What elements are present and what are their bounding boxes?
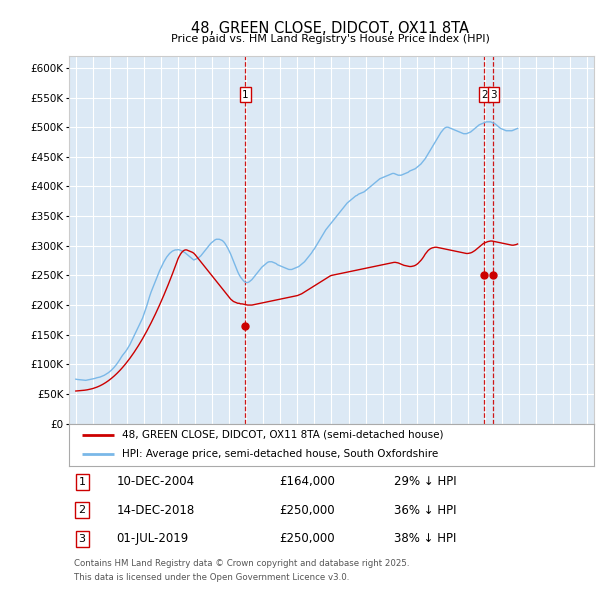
Text: 38% ↓ HPI: 38% ↓ HPI — [395, 532, 457, 545]
Text: 2: 2 — [79, 505, 86, 515]
Text: 14-DEC-2018: 14-DEC-2018 — [116, 504, 194, 517]
Text: HPI: Average price, semi-detached house, South Oxfordshire: HPI: Average price, semi-detached house,… — [121, 450, 438, 459]
Text: £250,000: £250,000 — [279, 532, 335, 545]
Text: £164,000: £164,000 — [279, 475, 335, 488]
Text: 1: 1 — [242, 90, 248, 100]
Text: 48, GREEN CLOSE, DIDCOT, OX11 8TA (semi-detached house): 48, GREEN CLOSE, DIDCOT, OX11 8TA (semi-… — [121, 430, 443, 440]
Text: This data is licensed under the Open Government Licence v3.0.: This data is licensed under the Open Gov… — [74, 573, 350, 582]
Text: £250,000: £250,000 — [279, 504, 335, 517]
Text: 01-JUL-2019: 01-JUL-2019 — [116, 532, 188, 545]
Text: 10-DEC-2004: 10-DEC-2004 — [116, 475, 194, 488]
Text: Price paid vs. HM Land Registry's House Price Index (HPI): Price paid vs. HM Land Registry's House … — [170, 34, 490, 44]
Text: 3: 3 — [490, 90, 497, 100]
Text: 3: 3 — [79, 534, 86, 544]
Text: 29% ↓ HPI: 29% ↓ HPI — [395, 475, 457, 488]
Text: 36% ↓ HPI: 36% ↓ HPI — [395, 504, 457, 517]
Text: 48, GREEN CLOSE, DIDCOT, OX11 8TA: 48, GREEN CLOSE, DIDCOT, OX11 8TA — [191, 21, 469, 35]
Text: 1: 1 — [79, 477, 86, 487]
Text: 2: 2 — [481, 90, 488, 100]
Text: Contains HM Land Registry data © Crown copyright and database right 2025.: Contains HM Land Registry data © Crown c… — [74, 559, 410, 568]
